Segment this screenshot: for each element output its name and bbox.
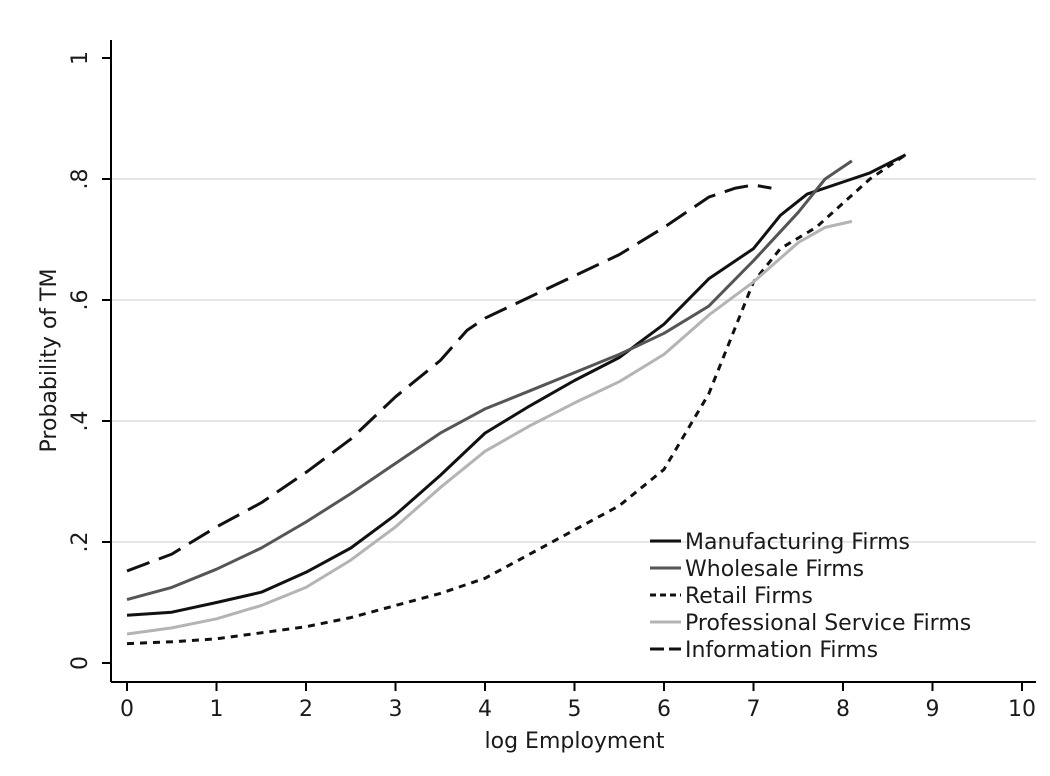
series-line-1 bbox=[126, 153, 907, 617]
x-axis-ticks: 0 1 2 3 4 5 6 7 8 9 10 bbox=[120, 682, 1036, 722]
y-axis-ticks: 0 .2 .4 .6 .8 1 bbox=[68, 51, 111, 670]
legend-label: Professional Service Firms bbox=[685, 611, 971, 636]
legend-label: Manufacturing Firms bbox=[685, 530, 910, 555]
series-line-2 bbox=[126, 159, 853, 601]
series-line-4 bbox=[126, 219, 853, 636]
legend-label: Information Firms bbox=[685, 638, 878, 663]
x-tick-label: 5 bbox=[568, 697, 582, 722]
x-tick-label: 2 bbox=[299, 697, 313, 722]
y-tick-label: .4 bbox=[68, 411, 93, 432]
x-tick-label: 6 bbox=[657, 697, 671, 722]
x-tick-label: 4 bbox=[478, 697, 492, 722]
y-tick-label: .6 bbox=[68, 290, 93, 311]
x-tick-label: 0 bbox=[120, 697, 134, 722]
y-axis-title: Probability of TM bbox=[37, 269, 62, 453]
y-tick-label: .8 bbox=[68, 169, 93, 190]
y-tick-label: 1 bbox=[68, 51, 93, 65]
x-tick-label: 7 bbox=[747, 697, 761, 722]
x-tick-label: 10 bbox=[1008, 697, 1036, 722]
series-line-3 bbox=[126, 153, 907, 646]
gridlines bbox=[112, 178, 1036, 543]
y-tick-label: .2 bbox=[68, 532, 93, 553]
x-tick-label: 8 bbox=[836, 697, 850, 722]
x-axis-title: log Employment bbox=[485, 729, 665, 754]
x-tick-label: 9 bbox=[926, 697, 940, 722]
legend-label: Retail Firms bbox=[685, 584, 813, 609]
series-line-5 bbox=[126, 183, 772, 573]
legend-label: Wholesale Firms bbox=[685, 557, 864, 582]
x-tick-label: 1 bbox=[210, 697, 224, 722]
y-tick-label: 0 bbox=[68, 656, 93, 670]
x-tick-label: 3 bbox=[389, 697, 403, 722]
series-lines bbox=[126, 153, 907, 646]
